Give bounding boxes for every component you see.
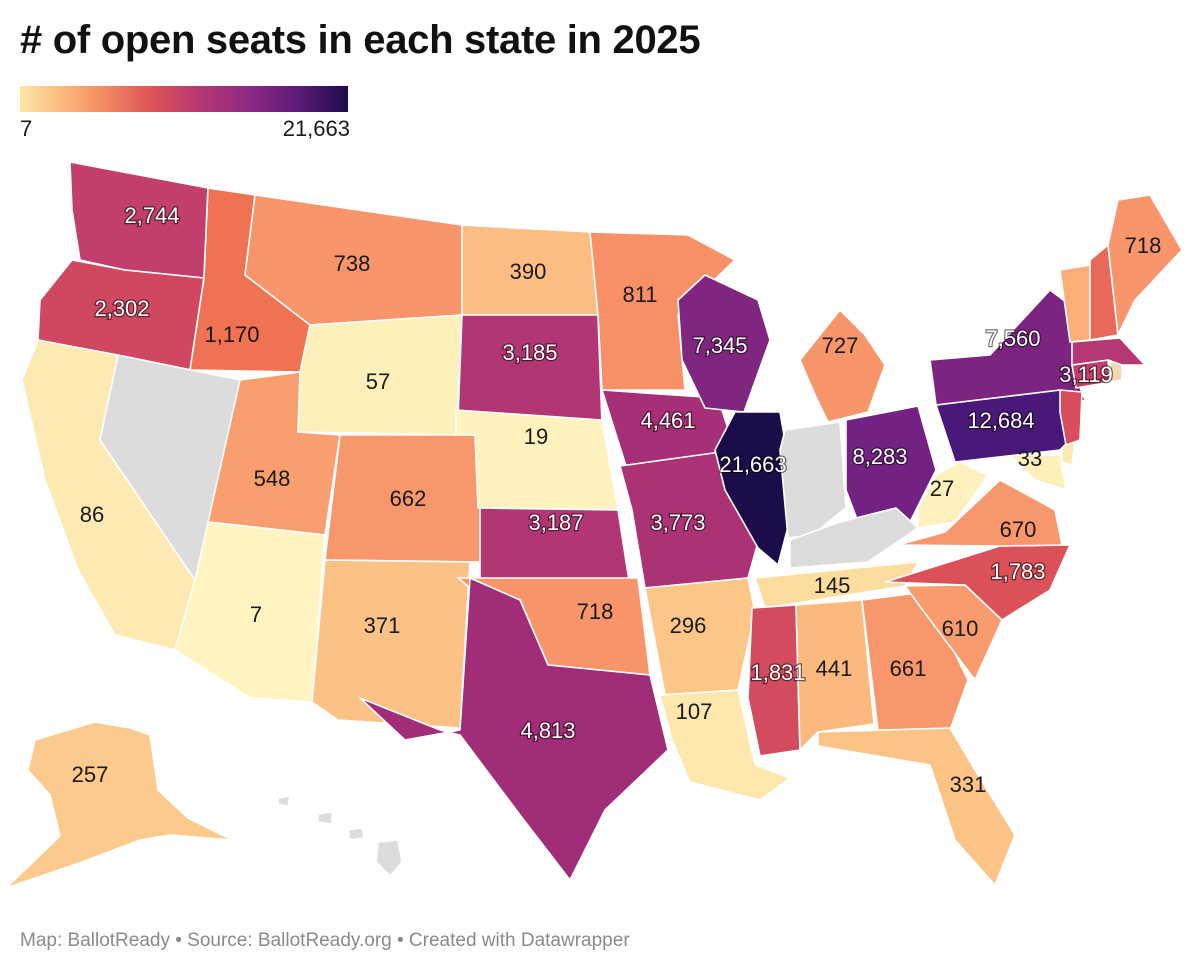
legend-max-label: 21,663 — [282, 116, 350, 141]
state-nj — [1059, 389, 1083, 446]
state-al — [795, 599, 875, 751]
state-value-label-il: 21,663 — [719, 452, 786, 477]
state-value-label-ut: 548 — [254, 466, 291, 491]
state-sd — [457, 314, 603, 426]
state-value-label-nm: 371 — [364, 613, 401, 638]
state-value-label-ok: 718 — [577, 599, 614, 624]
state-value-label-oh: 8,283 — [852, 444, 907, 469]
state-value-label-ms: 1,831 — [750, 660, 805, 685]
state-value-label-va: 670 — [1000, 517, 1037, 542]
state-va — [897, 479, 1063, 547]
state-value-label-co: 662 — [390, 486, 427, 511]
state-value-label-ks: 3,187 — [528, 510, 583, 535]
state-value-label-wy: 57 — [366, 369, 390, 394]
state-value-label-fl: 331 — [950, 772, 987, 797]
chart-title: # of open seats in each state in 2025 — [20, 18, 701, 62]
legend-gradient-bar — [20, 86, 348, 112]
state-ar — [644, 577, 756, 696]
state-value-label-wa: 2,744 — [124, 203, 179, 228]
state-value-label-al: 441 — [816, 656, 853, 681]
state-il — [714, 411, 796, 566]
map-svg: 2,744 2,302 86 1,170 738 57 548 662 7 371 390 3,185… — [5, 161, 1183, 889]
state-value-label-ny: 7,560 — [985, 326, 1040, 351]
state-value-label-ma: 3,119 — [1059, 362, 1112, 387]
state-ak — [5, 721, 233, 889]
state-value-label-md: 33 — [1018, 446, 1042, 471]
state-az — [174, 521, 326, 703]
state-value-label-ne: 19 — [524, 424, 548, 449]
footer-credit: Map: BallotReady • Source: BallotReady.o… — [20, 930, 630, 951]
state-wi — [677, 274, 771, 413]
state-value-label-nd: 390 — [510, 259, 547, 284]
state-md — [1009, 454, 1067, 491]
state-value-label-la: 107 — [676, 699, 713, 724]
state-value-label-pa: 12,684 — [967, 408, 1034, 433]
state-value-label-ak: 257 — [72, 762, 109, 787]
state-wv — [917, 461, 989, 529]
state-value-label-mn: 811 — [622, 282, 657, 307]
state-value-label-ar: 296 — [670, 613, 707, 638]
color-legend: 7 21,663 — [20, 86, 350, 142]
state-wy — [297, 314, 463, 436]
state-value-label-ia: 4,461 — [640, 408, 695, 433]
state-nm — [311, 559, 471, 729]
state-value-label-wv: 27 — [930, 476, 954, 501]
state-hi — [277, 795, 403, 877]
state-value-label-id: 1,170 — [204, 322, 259, 347]
state-tx — [359, 577, 669, 881]
legend-min-label: 7 — [20, 116, 33, 141]
state-value-label-ca: 86 — [80, 502, 104, 527]
state-la — [659, 689, 791, 801]
state-ma — [1071, 337, 1146, 366]
state-value-label-tn: 145 — [814, 573, 851, 598]
state-ne — [455, 409, 619, 511]
state-value-label-sc: 610 — [942, 616, 979, 641]
state-value-label-or: 2,302 — [94, 296, 149, 321]
state-value-label-tx: 4,813 — [520, 718, 575, 743]
state-value-label-sd: 3,185 — [502, 340, 557, 365]
state-in — [779, 421, 847, 539]
state-value-label-me: 718 — [1125, 233, 1162, 258]
state-fl — [817, 727, 1016, 886]
state-mi — [799, 309, 886, 423]
state-value-label-mt: 738 — [334, 251, 371, 276]
state-value-label-ga: 661 — [890, 656, 927, 681]
state-value-label-az: 7 — [250, 602, 262, 627]
us-choropleth-map: 2,744 2,302 86 1,170 738 57 548 662 7 371 390 3,185… — [0, 150, 1200, 910]
state-ms — [747, 604, 801, 757]
state-value-label-mi: 727 — [822, 333, 859, 358]
state-value-label-mo: 3,773 — [650, 510, 705, 535]
state-value-label-wi: 7,345 — [692, 333, 747, 358]
state-me — [1107, 194, 1183, 336]
state-value-label-nc: 1,783 — [990, 559, 1045, 584]
